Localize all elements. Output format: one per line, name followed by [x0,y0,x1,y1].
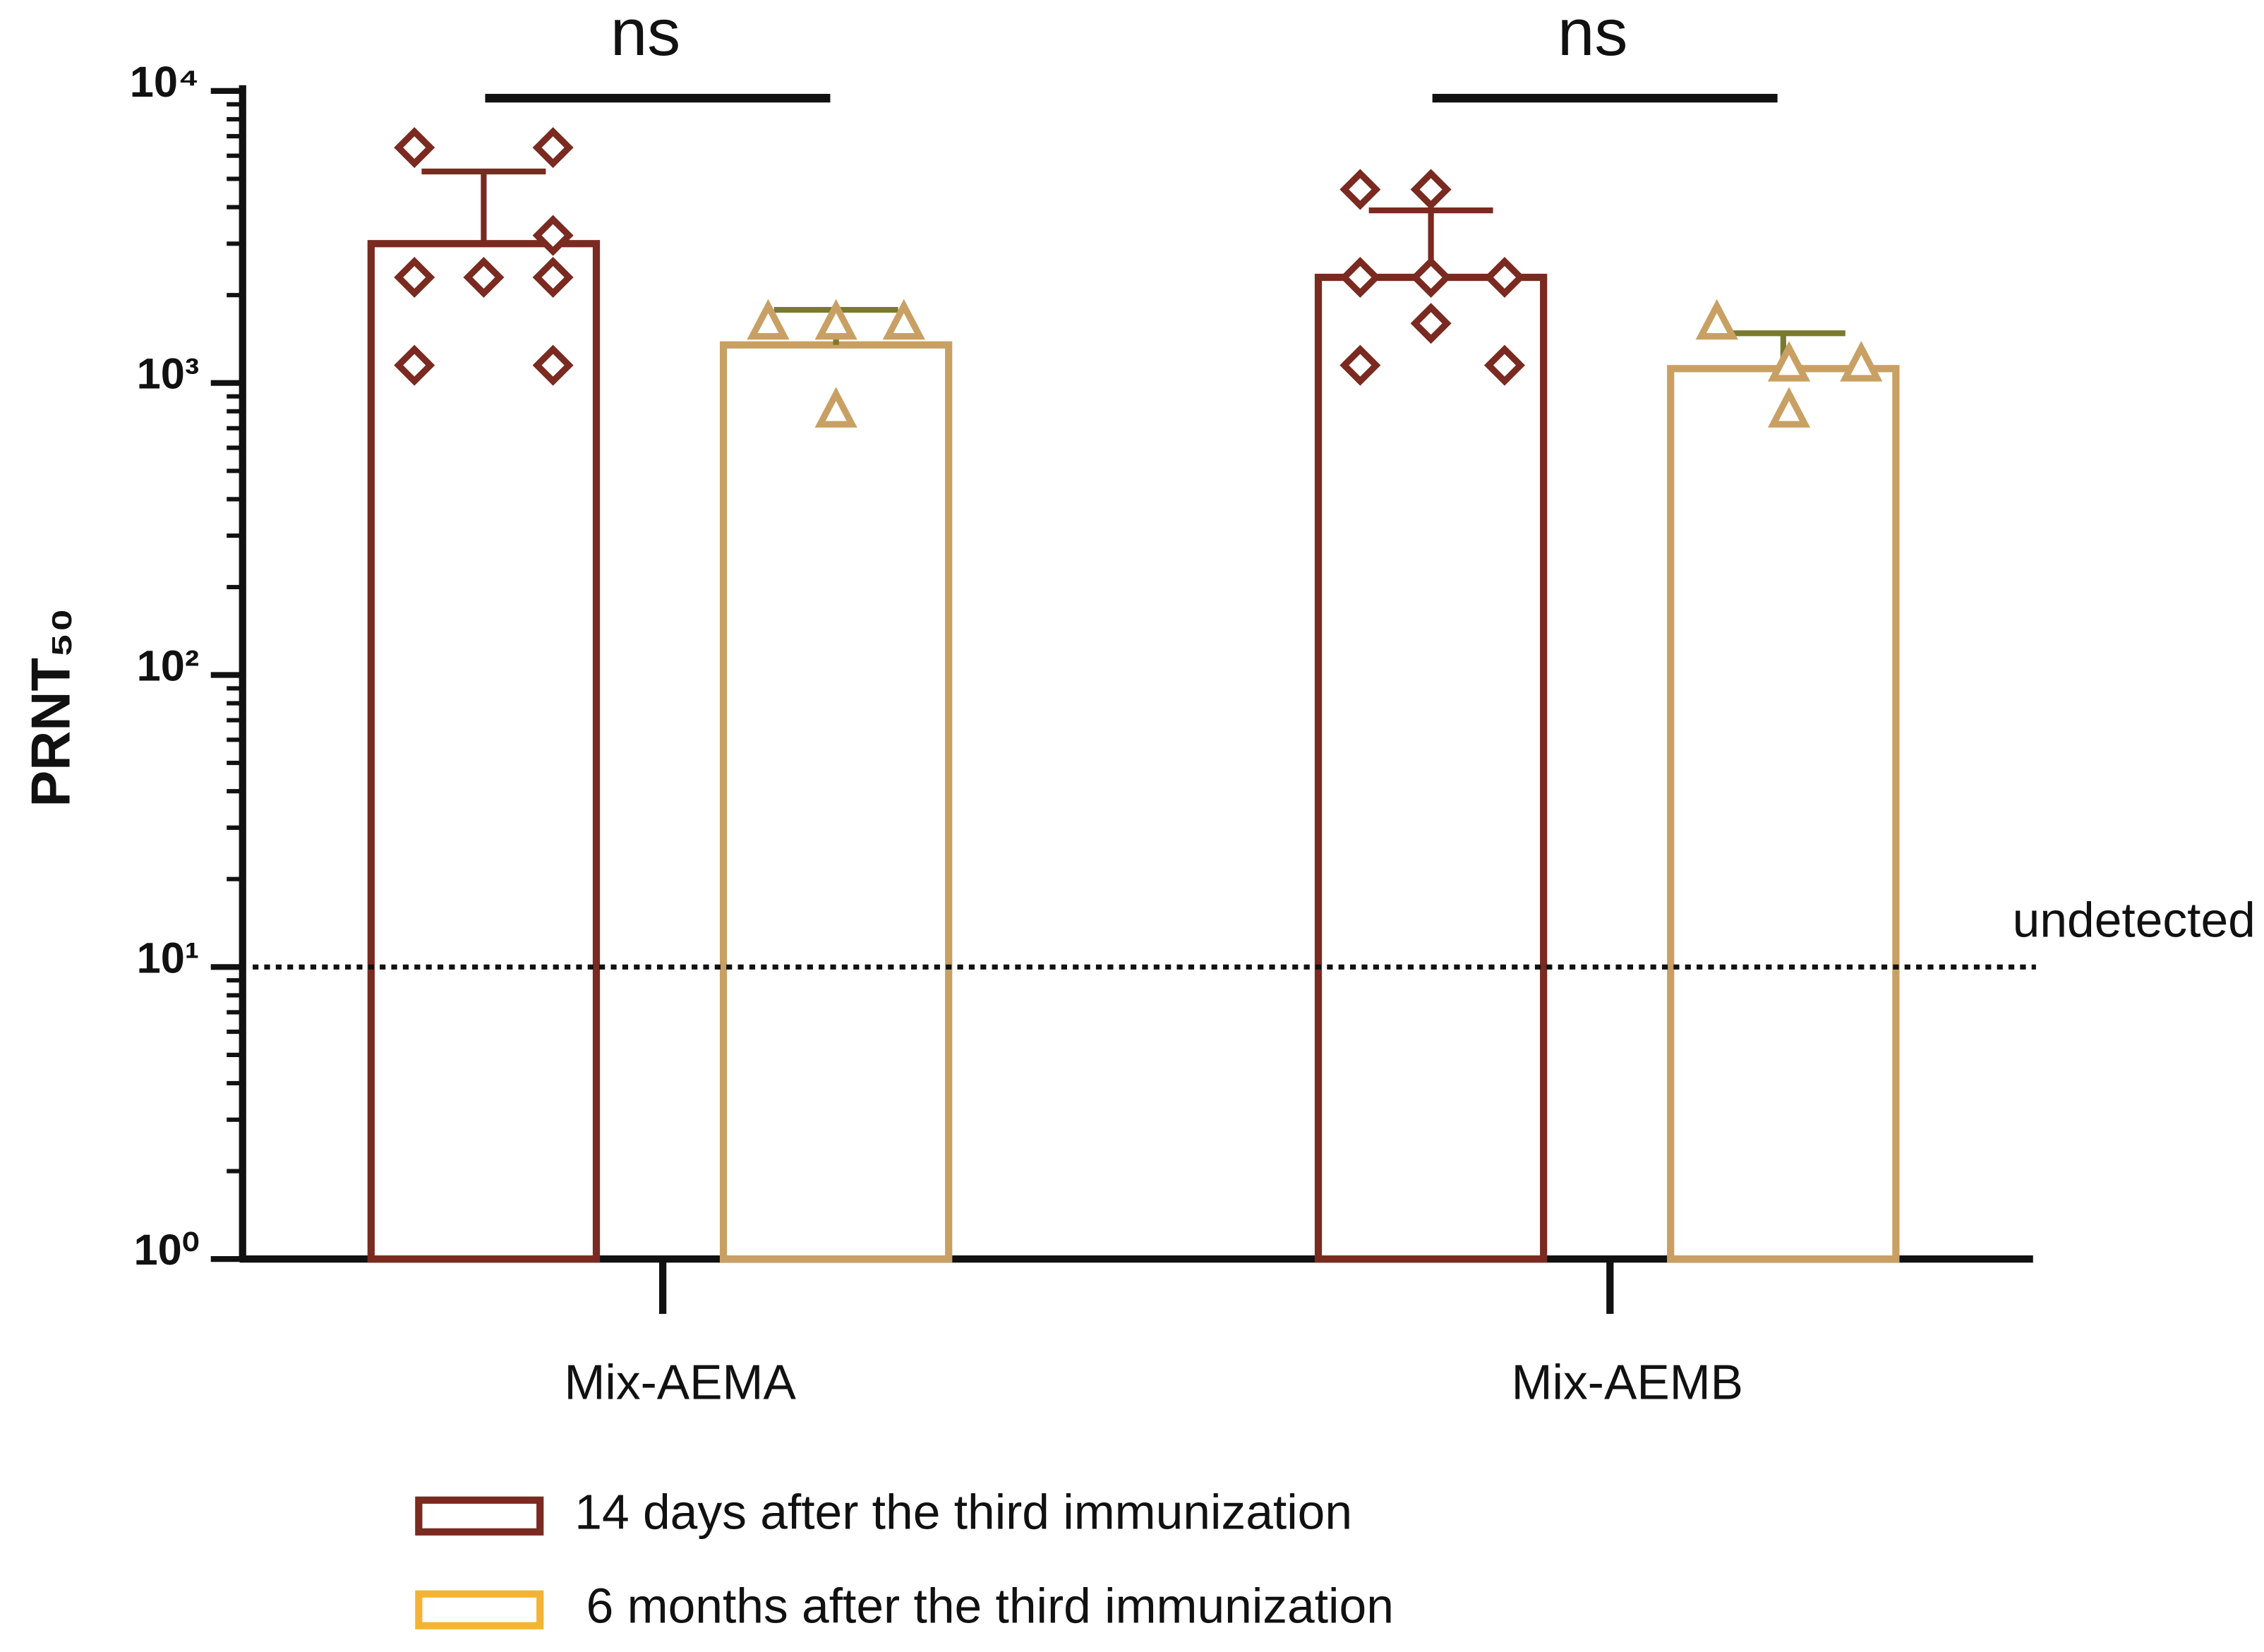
legend-swatch [415,1496,544,1536]
data-point [532,127,574,169]
plot: PRNT₅₀ 10⁰ 10¹ 10² 10³ 10⁴ Mix-AEMA Mix-AEMB un… [20,0,2256,1634]
legend-label: 14 days after the third immunization [574,1485,1352,1540]
data-point [1410,169,1452,210]
bar [367,240,601,1263]
data-point [1840,341,1883,382]
data-point [394,127,435,169]
y-tick-label: 10⁰ [133,1226,199,1274]
threshold-label: undetected [2013,892,2256,947]
data-point [1410,303,1452,344]
data-point [1767,341,1811,382]
data-point [532,344,574,386]
data-point [1767,387,1811,428]
y-tick-label: 10² [137,642,200,691]
significance-label: ns [1558,0,1627,69]
data-point [394,344,435,386]
data-point [394,257,435,299]
significance-label: ns [610,0,680,69]
data-point [882,299,925,340]
data-point [532,215,574,256]
bar [1667,365,1900,1263]
data-point [463,257,505,299]
x-tick-label: Mix-AEMB [1512,1355,1743,1410]
data-point [1339,257,1381,299]
bar [719,341,953,1263]
data-point [1339,344,1381,386]
legend-swatch [415,1590,544,1629]
data-point [1695,299,1738,340]
data-point [532,257,574,299]
data-point [1483,257,1525,299]
y-tick-label: 10³ [137,350,200,399]
legend-label: 6 months after the third immunization [586,1579,1394,1634]
data-point [747,299,790,340]
data-point [1483,344,1525,386]
y-tick-label: 10⁴ [130,58,200,107]
data-point [1410,257,1452,299]
y-axis-label: PRNT₅₀ [20,608,81,807]
data-point [814,387,857,428]
bar [1314,273,1548,1263]
data-point [1339,169,1381,210]
x-tick-label: Mix-AEMA [564,1355,796,1410]
y-tick-label: 10¹ [137,934,200,982]
data-point [814,299,857,340]
